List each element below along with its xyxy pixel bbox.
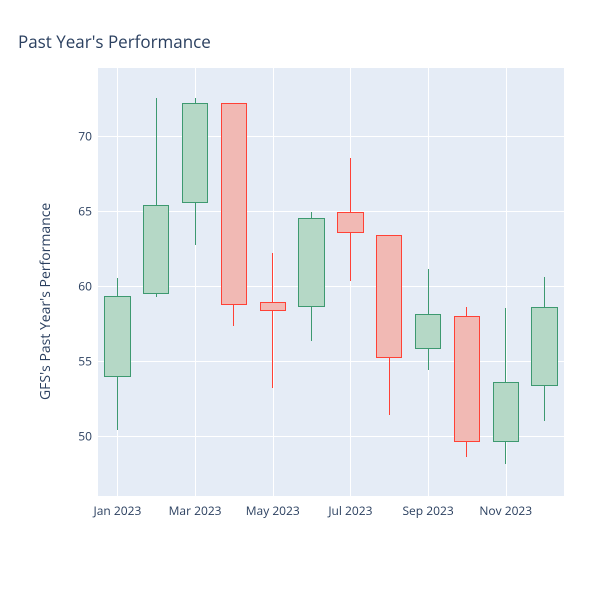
plot-area: 5055606570Jan 2023Mar 2023May 2023Jul 20… xyxy=(98,68,564,496)
candle-body xyxy=(337,212,363,233)
candle-body xyxy=(143,205,169,294)
candle-body xyxy=(376,235,402,358)
candle-body xyxy=(454,316,480,442)
y-tick-label: 70 xyxy=(78,127,98,144)
x-tick-label: Mar 2023 xyxy=(169,496,222,519)
candle-body xyxy=(260,302,286,311)
x-tick-label: May 2023 xyxy=(246,496,300,519)
gridline-horizontal xyxy=(98,361,564,362)
y-tick-label: 65 xyxy=(78,202,98,219)
gridline-vertical xyxy=(350,68,351,496)
candle-wick xyxy=(272,253,273,388)
candle-body xyxy=(298,218,324,307)
candle-body xyxy=(531,307,557,387)
candle-body xyxy=(493,382,519,442)
candle-body xyxy=(415,314,441,349)
chart-container: Past Year's Performance GFS's Past Year'… xyxy=(0,0,600,600)
gridline-horizontal xyxy=(98,136,564,137)
x-tick-label: Sep 2023 xyxy=(402,496,453,519)
x-tick-label: Nov 2023 xyxy=(479,496,532,519)
x-tick-label: Jul 2023 xyxy=(328,496,372,519)
y-tick-label: 55 xyxy=(78,352,98,369)
candle-body xyxy=(182,103,208,204)
chart-title: Past Year's Performance xyxy=(18,30,211,53)
x-tick-label: Jan 2023 xyxy=(94,496,142,519)
y-tick-label: 50 xyxy=(78,427,98,444)
y-tick-label: 60 xyxy=(78,277,98,294)
y-axis-label: GFS's Past Year's Performance xyxy=(36,203,55,400)
candle-body xyxy=(104,296,130,376)
candle-body xyxy=(221,103,247,306)
